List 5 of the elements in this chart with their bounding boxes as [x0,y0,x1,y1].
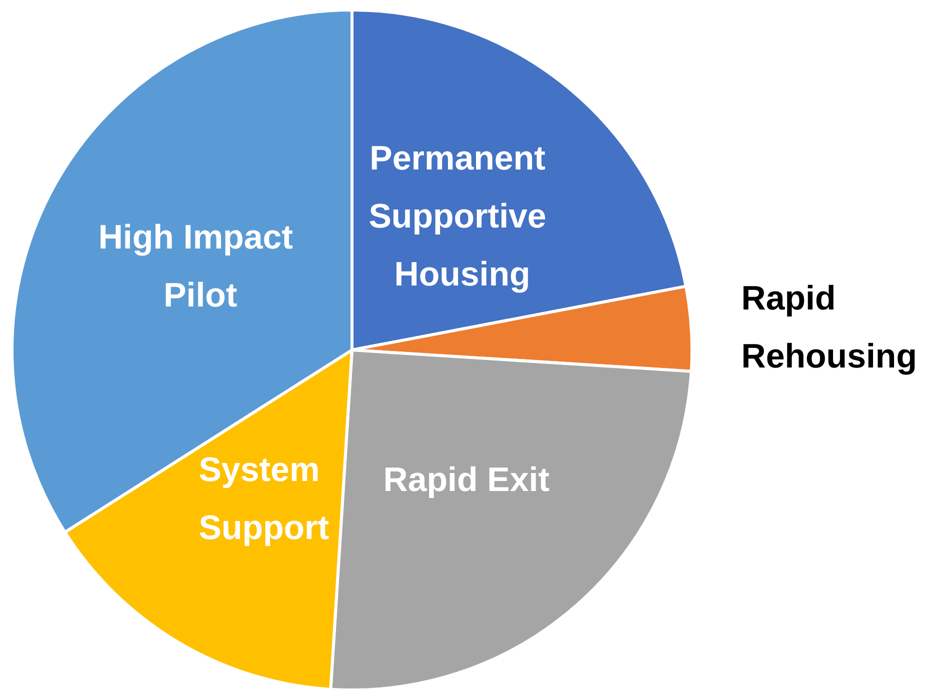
slice-label: System Support [198,450,330,547]
slice-label: High Impact Pilot [98,218,302,315]
slice-label: Rapid Rehousing [741,280,917,376]
slice-label: Rapid Exit [383,460,550,499]
slice-label: Permanent Supportive Housing [368,140,556,294]
